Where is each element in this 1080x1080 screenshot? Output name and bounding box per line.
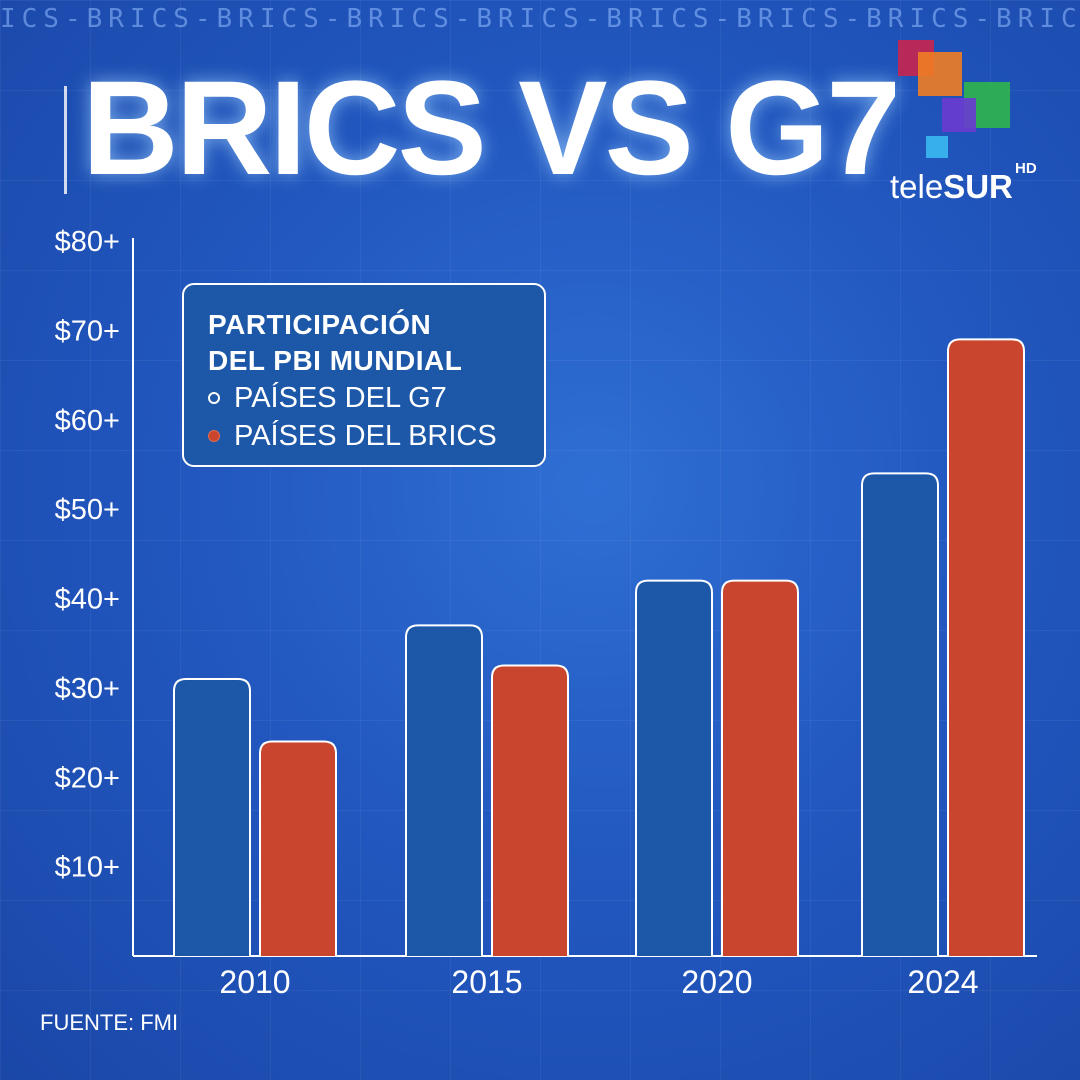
- bar-g7-2020: [635, 579, 713, 956]
- y-tick-label: $80+: [55, 226, 120, 258]
- y-tick-label: $40+: [55, 584, 120, 616]
- page-title: BRICS VS G7: [82, 54, 901, 203]
- x-tick-label: 2010: [219, 964, 290, 1000]
- bar-g7-2015: [405, 624, 483, 956]
- bar-brics-2010: [259, 740, 337, 956]
- y-tick-label: $30+: [55, 673, 120, 705]
- logo-text-light: tele: [890, 168, 944, 205]
- y-tick-label: $60+: [55, 405, 120, 437]
- y-tick-label: $20+: [55, 762, 120, 794]
- y-tick-label: $10+: [55, 852, 120, 884]
- bar-g7-2024: [861, 472, 939, 956]
- legend-label-brics: PAÍSES DEL BRICS: [234, 420, 497, 452]
- y-tick-label: $50+: [55, 494, 120, 526]
- legend-box: PARTICIPACIÓN DEL PBI MUNDIAL PAÍSES DEL…: [182, 283, 546, 467]
- brics-ticker: ICS-BRICS-BRICS-BRICS-BRICS-BRICS-BRICS-…: [0, 4, 1080, 34]
- logo-wordmark: teleSUR: [890, 168, 1013, 206]
- bar-g7-2010: [173, 677, 251, 956]
- legend-dot-g7-icon: [208, 392, 220, 404]
- legend-label-g7: PAÍSES DEL G7: [234, 382, 447, 414]
- legend-title-line1: PARTICIPACIÓN: [208, 309, 432, 340]
- bar-brics-2024: [947, 338, 1025, 956]
- y-tick-label: $70+: [55, 315, 120, 347]
- source-note: FUENTE: FMI: [40, 1010, 179, 1035]
- telesur-logo-icon: [898, 40, 1010, 158]
- title-accent-bar: [64, 86, 67, 194]
- bar-brics-2020: [721, 579, 799, 956]
- logo-text-bold: SUR: [943, 168, 1013, 205]
- x-tick-label: 2015: [451, 964, 522, 1000]
- legend-item-g7: PAÍSES DEL G7: [208, 379, 544, 417]
- x-tick-label: 2024: [907, 964, 978, 1000]
- x-tick-label: 2020: [681, 964, 752, 1000]
- bar-brics-2015: [491, 664, 569, 956]
- legend-item-brics: PAÍSES DEL BRICS: [208, 417, 544, 455]
- legend-title-line2: DEL PBI MUNDIAL: [208, 345, 463, 376]
- legend-dot-brics-icon: [208, 430, 220, 442]
- logo-hd-badge: HD: [1015, 160, 1037, 177]
